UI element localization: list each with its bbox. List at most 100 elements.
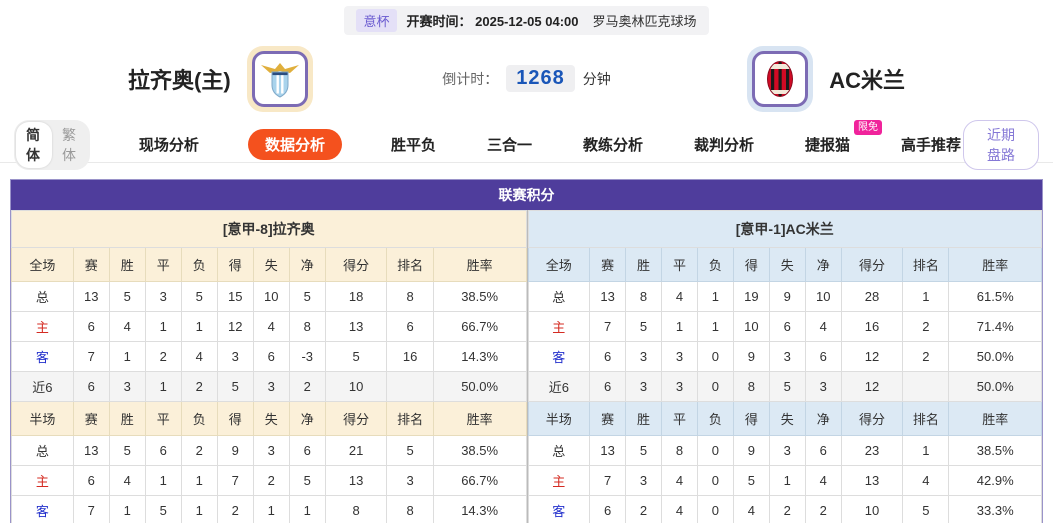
table-cell: 50.0% xyxy=(948,371,1042,402)
standings-title: 联赛积分 xyxy=(11,180,1042,210)
table-cell: 66.7% xyxy=(432,465,527,496)
tab-jiebao-cat[interactable]: 捷报猫 限免 xyxy=(803,120,883,160)
table-cell: 2 xyxy=(252,465,290,496)
table-cell: 1 xyxy=(288,495,326,523)
row-label: 总 xyxy=(527,435,591,466)
lang-simplified-button[interactable]: 简体 xyxy=(16,121,52,168)
table-row: 主 7 5 1 1 10 6 4 16 2 71.4% xyxy=(527,311,1042,342)
column-header: 失 xyxy=(768,247,806,282)
table-cell xyxy=(902,371,950,402)
table-cell: 4 xyxy=(108,465,146,496)
language-toggle: 简体 繁体 xyxy=(14,119,90,170)
table-cell: 4 xyxy=(804,465,842,496)
table-cell: 4 xyxy=(660,495,698,523)
column-header: 胜率 xyxy=(948,401,1042,436)
table-cell: 8 xyxy=(660,435,698,466)
table-cell: 10 xyxy=(840,495,904,523)
table-cell: 1 xyxy=(696,281,734,312)
table-cell: 3 xyxy=(252,435,290,466)
table-row: 总 13 5 6 2 9 3 6 21 5 38.5% xyxy=(11,435,527,466)
tab-expert-picks[interactable]: 高手推荐 xyxy=(901,137,962,154)
table-cell xyxy=(386,371,434,402)
row-label: 客 xyxy=(11,495,74,523)
table-cell: 14.3% xyxy=(432,495,527,523)
table-cell: 15 xyxy=(216,281,254,312)
table-cell: 3 xyxy=(660,371,698,402)
tab-data-analysis[interactable]: 数据分析 xyxy=(247,129,342,160)
home-team-name: 拉齐奥(主) xyxy=(128,68,231,93)
tab-three-in-one[interactable]: 三合一 xyxy=(486,137,532,154)
recent-odds-button[interactable]: 近期盘路 xyxy=(963,119,1039,170)
table-cell: 1 xyxy=(696,311,734,342)
kickoff-value: 2025-12-05 04:00 xyxy=(475,14,579,29)
table-cell: 8 xyxy=(732,371,770,402)
table-cell: 7 xyxy=(72,341,110,372)
tab-referee-analysis[interactable]: 裁判分析 xyxy=(694,137,755,154)
table-cell: 5 xyxy=(902,495,950,523)
table-cell: 8 xyxy=(386,281,434,312)
match-info-pill: 意杯 开赛时间： 2025-12-05 04:00 罗马奥林匹克球场 xyxy=(344,6,709,35)
column-header: 排名 xyxy=(386,401,434,436)
table-cell: 2 xyxy=(180,371,218,402)
row-label: 主 xyxy=(11,311,74,342)
home-team: 拉齐奥(主) xyxy=(128,43,313,115)
table-cell: 1 xyxy=(180,495,218,523)
column-header: 半场 xyxy=(11,401,74,436)
tab-win-draw-loss[interactable]: 胜平负 xyxy=(390,137,436,154)
table-row: 客 6 2 4 0 4 2 2 10 5 33.3% xyxy=(527,495,1042,523)
table-cell: 13 xyxy=(324,465,388,496)
league-badge: 意杯 xyxy=(356,9,397,32)
table-cell: 50.0% xyxy=(432,371,527,402)
column-header: 胜 xyxy=(108,247,146,282)
table-cell: 5 xyxy=(108,435,146,466)
table-cell: 19 xyxy=(732,281,770,312)
table-cell: 3 xyxy=(804,371,842,402)
table-row: 客 7 1 2 4 3 6 -3 5 16 14.3% xyxy=(11,341,527,372)
table-cell: 10 xyxy=(732,311,770,342)
tab-bar: 简体 繁体 现场分析 数据分析 胜平负 三合一 教练分析 裁判分析 捷报猫 限免 高手推荐 近期… xyxy=(0,119,1053,170)
column-header: 得分 xyxy=(324,401,388,436)
table-row: 主 6 4 1 1 12 4 8 13 6 66.7% xyxy=(11,311,527,342)
column-header: 赛 xyxy=(72,401,110,436)
table-row: 近6 6 3 1 2 5 3 2 10 50.0% xyxy=(11,371,527,402)
lang-traditional-button[interactable]: 繁体 xyxy=(61,126,76,163)
standings-sections: [意甲-8]拉齐奥 全场赛胜平负得失净得分 排名 胜率总 13 5 3 5 15 10 5 18 8 38… xyxy=(11,210,1042,523)
column-header: 负 xyxy=(696,247,734,282)
table-cell: 1 xyxy=(660,311,698,342)
table-cell: 6 xyxy=(804,435,842,466)
table-cell: 7 xyxy=(216,465,254,496)
section-team-header: [意甲-8]拉齐奥 xyxy=(11,210,527,248)
table-cell: 38.5% xyxy=(948,435,1042,466)
table-cell: 5 xyxy=(324,341,388,372)
away-team-standings: [意甲-1]AC米兰 全场赛胜平负得失净得分 排名 胜率总 13 8 4 1 19 9 10 28 1 6… xyxy=(526,210,1043,523)
table-cell: 14.3% xyxy=(432,341,527,372)
table-cell: 4 xyxy=(902,465,950,496)
table-cell: 1 xyxy=(144,371,182,402)
table-row: 总 13 5 8 0 9 3 6 23 1 38.5% xyxy=(527,435,1042,466)
table-cell: 6 xyxy=(288,435,326,466)
table-cell: 50.0% xyxy=(948,341,1042,372)
table-cell: 13 xyxy=(589,435,627,466)
row-label: 客 xyxy=(527,495,591,523)
table-cell: 3 xyxy=(660,341,698,372)
row-label: 客 xyxy=(527,341,591,372)
countdown: 倒计时： 1268 分钟 xyxy=(0,65,1053,92)
table-cell: 6 xyxy=(72,371,110,402)
table-cell: 6 xyxy=(144,435,182,466)
table-cell: 2 xyxy=(902,311,950,342)
row-label: 总 xyxy=(11,281,74,312)
column-header-row: 半场赛胜平负得失净得分 排名 胜率 xyxy=(527,401,1042,436)
table-cell: 3 xyxy=(216,341,254,372)
tab-coach-analysis[interactable]: 教练分析 xyxy=(582,137,643,154)
column-header: 净 xyxy=(288,247,326,282)
table-cell: 12 xyxy=(840,341,904,372)
table-cell: 3 xyxy=(768,435,806,466)
table-cell: 4 xyxy=(180,341,218,372)
table-cell: 12 xyxy=(216,311,254,342)
column-header: 得 xyxy=(216,247,254,282)
table-row: 总 13 8 4 1 19 9 10 28 1 61.5% xyxy=(527,281,1042,312)
table-cell: 13 xyxy=(324,311,388,342)
column-header-row: 全场赛胜平负得失净得分 排名 胜率 xyxy=(11,247,527,282)
column-header: 排名 xyxy=(902,247,950,282)
tab-live-analysis[interactable]: 现场分析 xyxy=(138,137,199,154)
